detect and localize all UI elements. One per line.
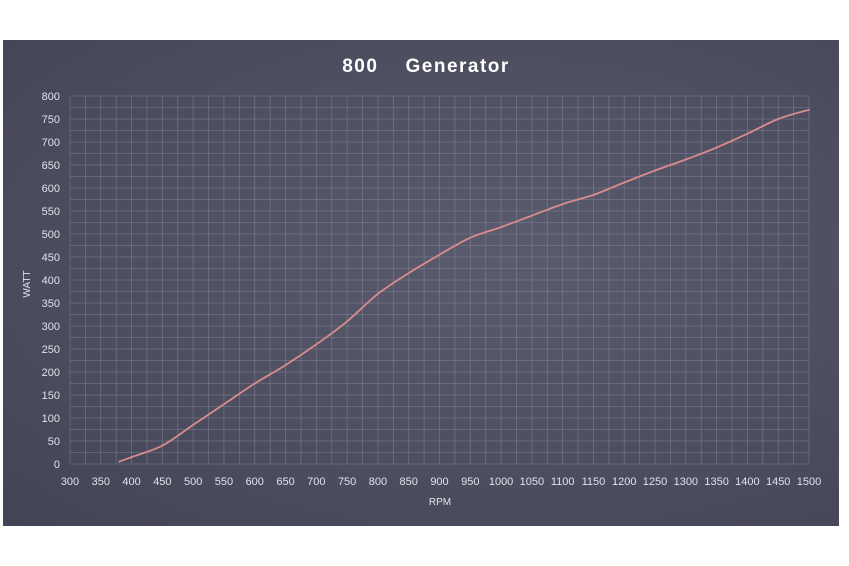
x-tick-label: 350 (92, 476, 110, 488)
x-tick-label: 850 (400, 476, 418, 488)
line-chart: 800 Generator 300 350 400 450 500 550 600 650 70… (22, 56, 821, 508)
x-axis-ticks: 300 350 400 450 500 550 600 650 700 750 800 850 900 9… (61, 476, 821, 488)
y-tick-label: 200 (42, 367, 60, 379)
x-tick-label: 300 (61, 476, 79, 488)
x-tick-label: 1150 (582, 476, 606, 488)
y-tick-label: 0 (54, 459, 60, 471)
x-tick-label: 1250 (643, 476, 667, 488)
y-tick-label: 750 (42, 114, 60, 126)
y-tick-label: 500 (42, 229, 60, 241)
series-group (118, 108, 810, 463)
x-tick-label: 500 (184, 476, 202, 488)
x-tick-label: 1500 (797, 476, 821, 488)
y-tick-label: 250 (42, 344, 60, 356)
x-tick-label: 1100 (551, 476, 575, 488)
y-tick-label: 50 (48, 436, 60, 448)
y-tick-label: 300 (42, 321, 60, 333)
y-tick-label: 400 (42, 275, 60, 287)
x-tick-label: 700 (307, 476, 325, 488)
y-tick-label: 450 (42, 252, 60, 264)
x-axis-title: RPM (429, 497, 451, 508)
x-tick-label: 600 (246, 476, 264, 488)
series-line (118, 108, 810, 463)
y-tick-label: 150 (42, 390, 60, 402)
x-tick-label: 1050 (520, 476, 544, 488)
y-tick-label: 350 (42, 298, 60, 310)
x-tick-label: 1400 (735, 476, 759, 488)
x-tick-label: 450 (153, 476, 171, 488)
y-tick-label: 700 (42, 137, 60, 149)
y-tick-label: 650 (42, 160, 60, 172)
y-tick-label: 600 (42, 183, 60, 195)
y-axis-ticks: 0 50 100 150 200 250 300 350 400 450 500 550 600 650 7… (42, 91, 60, 471)
x-tick-label: 400 (122, 476, 140, 488)
x-tick-label: 1200 (612, 476, 636, 488)
y-tick-label: 100 (42, 413, 60, 425)
gridlines (69, 95, 810, 465)
x-tick-label: 1300 (674, 476, 698, 488)
x-tick-label: 1350 (704, 476, 728, 488)
y-tick-label: 800 (42, 91, 60, 103)
x-tick-label: 650 (276, 476, 294, 488)
x-tick-label: 900 (430, 476, 448, 488)
y-tick-label: 550 (42, 206, 60, 218)
y-axis-title: WATT (22, 270, 33, 297)
x-tick-label: 800 (369, 476, 387, 488)
x-tick-label: 950 (461, 476, 479, 488)
chart-panel: 800 Generator 300 350 400 450 500 550 600 650 70… (3, 40, 839, 526)
x-tick-label: 550 (215, 476, 233, 488)
x-tick-label: 750 (338, 476, 356, 488)
chart-title: 800 Generator (342, 56, 510, 77)
x-tick-label: 1000 (489, 476, 513, 488)
x-tick-label: 1450 (766, 476, 790, 488)
